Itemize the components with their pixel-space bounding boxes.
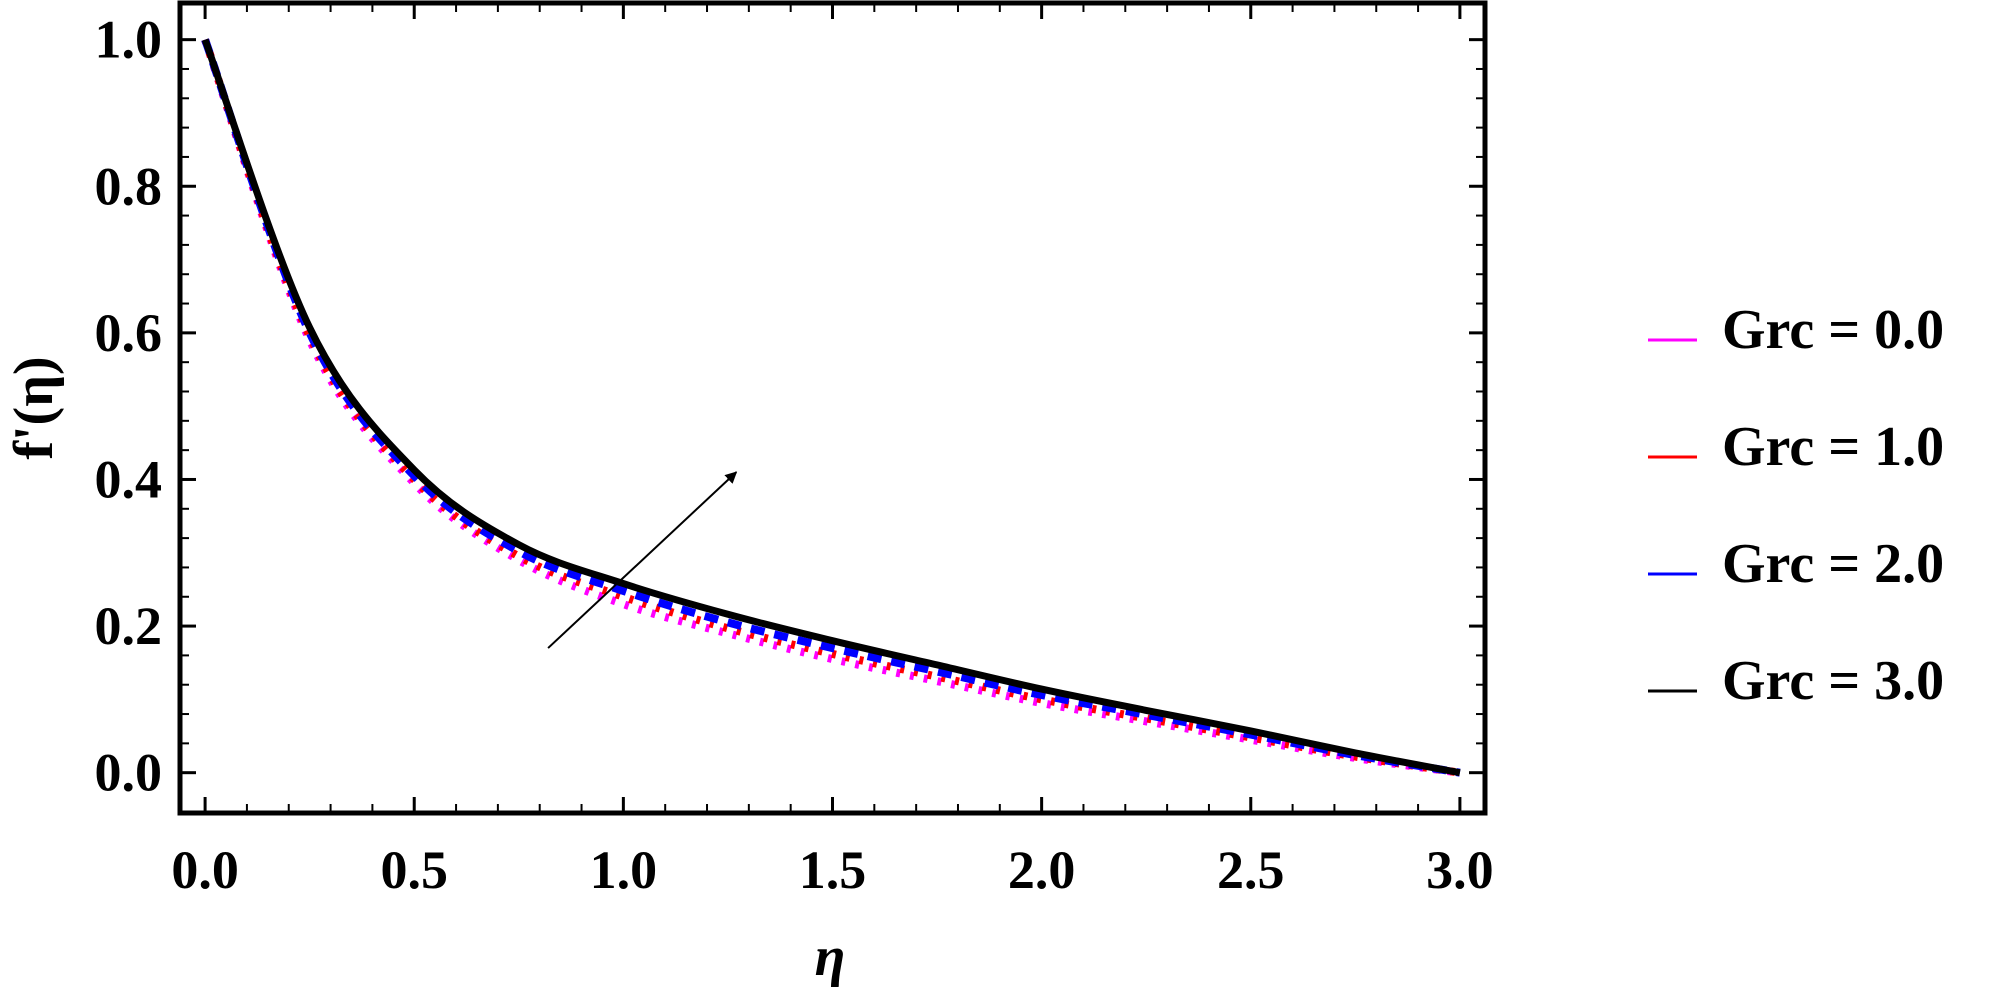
legend-label: Grc = 1.0 — [1722, 416, 1944, 478]
y-tick-label: 0.4 — [95, 449, 163, 509]
x-tick-label: 2.5 — [1217, 840, 1285, 900]
y-tick-label: 1.0 — [95, 10, 163, 70]
legend-label: Grc = 2.0 — [1722, 533, 1944, 595]
increase-arrow-annotation — [547, 471, 738, 649]
series-line — [201, 38, 1461, 777]
y-tick-label: 0.6 — [95, 303, 163, 363]
y-tick-label: 0.2 — [95, 596, 163, 656]
y-axis-label: f'(η) — [3, 356, 65, 459]
legend-label: Grc = 3.0 — [1722, 650, 1944, 712]
series-line — [201, 38, 1461, 777]
axis-ticks: 0.0 0.5 1.0 1.5 2.0 2.5 3.0 0.0 0.2 0.4 0.6 0.8 1.0 — [95, 3, 1494, 900]
x-tick-label: 0.5 — [380, 840, 448, 900]
plot-frame — [177, 0, 1488, 816]
x-tick-label: 1.0 — [590, 840, 658, 900]
y-tick-label: 0.0 — [95, 743, 163, 803]
series-line — [201, 38, 1461, 777]
y-tick-label: 0.8 — [95, 156, 163, 216]
x-tick-label: 0.0 — [171, 840, 239, 900]
x-tick-label: 1.5 — [799, 840, 867, 900]
series-lines — [201, 38, 1461, 777]
x-axis-label: η — [815, 926, 846, 988]
series-line — [201, 38, 1461, 777]
x-tick-label: 2.0 — [1008, 840, 1076, 900]
legend: Grc = 0.0 Grc = 1.0 Grc = 2.0 Grc = 3.0 — [1648, 299, 1944, 712]
legend-label: Grc = 0.0 — [1722, 299, 1944, 361]
x-tick-label: 3.0 — [1426, 840, 1494, 900]
